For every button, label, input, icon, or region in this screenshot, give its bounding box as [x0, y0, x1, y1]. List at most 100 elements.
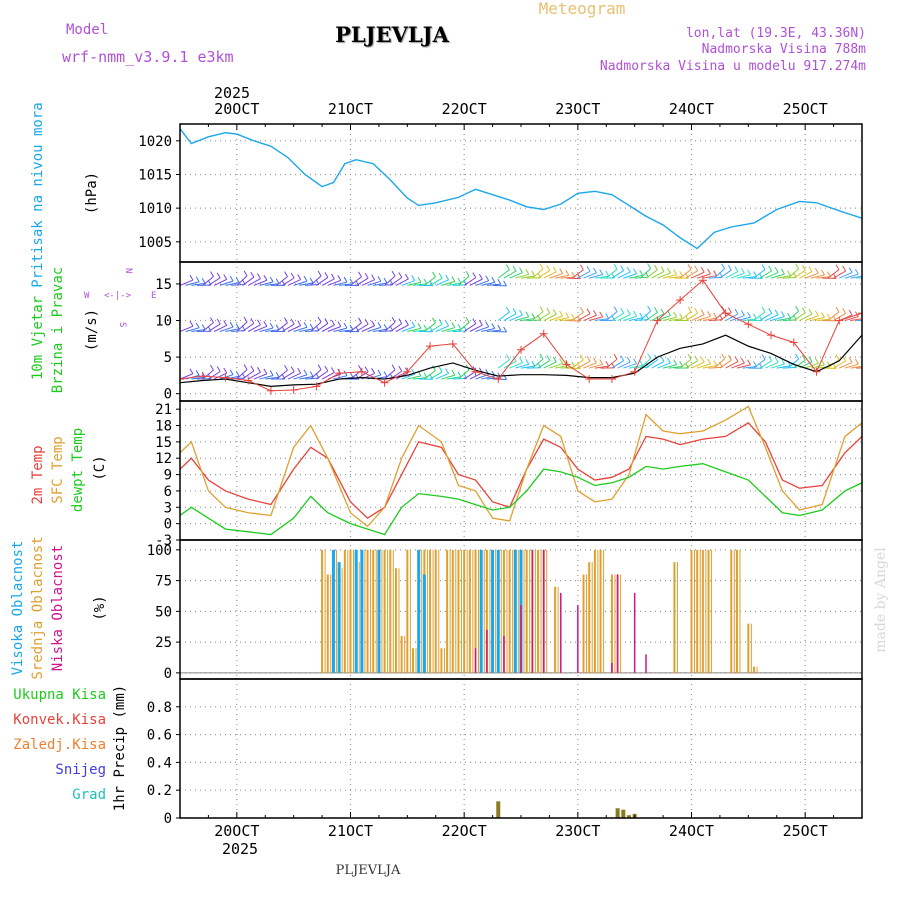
wind-barb	[634, 276, 649, 279]
wind-barb-flag	[284, 317, 288, 323]
temp2m-line	[180, 421, 862, 520]
wind-barb	[787, 310, 799, 321]
wind-barb	[231, 329, 246, 332]
wind-barb-flag	[417, 276, 422, 283]
wind-barb	[202, 369, 214, 380]
wind-barb-flag	[506, 264, 510, 270]
wind-barb-flag	[801, 307, 806, 313]
wind-barb	[384, 321, 396, 332]
wind-barb	[753, 311, 766, 321]
wind-barb	[180, 325, 194, 332]
wind-barb	[412, 377, 427, 380]
wind-barb-flag	[727, 264, 732, 271]
wind-barb-flag	[660, 308, 665, 315]
wind-barb-flag	[235, 277, 240, 283]
wind-barb-flag	[457, 323, 462, 330]
top-tick-24OCT: 24OCT	[669, 100, 714, 118]
wind-barb-flag	[599, 359, 604, 365]
wind-barb	[640, 358, 651, 369]
top-tick-25OCT: 25OCT	[783, 100, 828, 118]
wind-barb-flag	[257, 319, 261, 326]
wind-barb-flag	[740, 310, 745, 316]
wind-barb-flag	[519, 357, 523, 363]
wind-barb	[299, 375, 314, 380]
wind-barb-flag	[539, 263, 544, 270]
wind-barb-flag	[263, 321, 268, 327]
wind-barb	[691, 361, 705, 369]
wind-barb	[611, 270, 625, 279]
wind-barb-flag	[605, 360, 610, 367]
temperature-frame	[179, 400, 863, 541]
wind-barb-flag	[842, 265, 847, 272]
wind-barb	[617, 314, 631, 321]
wind-barb-flag	[512, 308, 517, 314]
wind-barb-flag	[432, 365, 436, 371]
cloud-yticks: 0 25 50 75 100	[147, 543, 180, 682]
pressure-marks	[180, 128, 862, 250]
wind-barb-flag	[599, 269, 604, 275]
wind-barb	[543, 271, 557, 279]
wind-barb	[657, 272, 671, 279]
wind-barb-flag	[854, 311, 859, 317]
precip-side-label: Ukupna Kisa Konvek.Kisa Zaledj.Kisa Snij…	[13, 685, 128, 811]
wind-barb-flag	[842, 308, 847, 314]
wind-barb	[753, 269, 766, 279]
wind-barb-flag	[337, 321, 342, 327]
wind-barb	[628, 364, 643, 369]
wind-barb	[668, 365, 683, 369]
wind-barb-flag	[201, 278, 206, 284]
wind-barb	[697, 315, 711, 322]
bottom-tick-21OCT: 21OCT	[328, 822, 373, 840]
wind-barb	[265, 329, 280, 332]
wind-barb-flag	[808, 356, 813, 362]
wind-barb-flag	[432, 271, 436, 278]
wind-barb-flag	[577, 315, 581, 322]
wind-barb-flag	[559, 268, 564, 274]
wind-barb	[441, 327, 456, 332]
wind-barb	[333, 281, 348, 286]
pressure-side-label: Pritisak na nivou mora (hPa)	[30, 102, 100, 287]
wind-barb	[577, 270, 591, 279]
wind-barb	[390, 323, 403, 332]
ytick-label: 9	[164, 468, 172, 484]
wind-barb-flag	[243, 316, 248, 323]
wind-barb	[384, 369, 396, 380]
wind-barb-flag	[653, 264, 658, 271]
wind-barb	[213, 278, 227, 286]
wind-barb	[725, 313, 739, 321]
wind-barb-flag	[633, 268, 638, 274]
wind-barb	[384, 275, 396, 286]
wind-barb	[605, 311, 618, 321]
wind-barb-flag	[290, 366, 295, 372]
wind-barb	[833, 270, 846, 279]
wind-barb	[628, 317, 643, 322]
cloud-side-label: Visoka Oblacnost Srednja Oblacnost Niska…	[10, 536, 108, 679]
wind-barb-flag	[195, 322, 200, 329]
wind-barb	[259, 375, 274, 380]
wind-barb-flag	[821, 269, 825, 276]
wind-barb-flag	[727, 307, 732, 313]
wind-barb	[497, 311, 510, 321]
wind-barb-flag	[404, 319, 409, 326]
wind-barb-flag	[593, 267, 597, 274]
wind-barb-flag	[721, 353, 726, 359]
wind-barb	[816, 276, 831, 279]
wind-barb-flag	[210, 364, 214, 371]
wind-barb-flag	[835, 354, 840, 360]
wind-barb	[424, 322, 436, 332]
wind-barb-flag	[229, 369, 234, 375]
temp2m-title: 2m Temp	[30, 445, 46, 504]
wind-barb	[367, 326, 382, 332]
wind-barb-flag	[309, 371, 314, 377]
wind-barb	[799, 271, 813, 279]
wind-barb-flag	[391, 364, 396, 371]
wind-barb-flag	[503, 326, 508, 333]
wind-barb-flag	[485, 321, 490, 328]
wind-barb-flag	[423, 372, 428, 378]
wind-barb-flag	[525, 311, 530, 317]
wind-barb-flag	[814, 358, 819, 364]
wind-barb-flag	[848, 309, 853, 316]
wind-barb-flag	[223, 320, 228, 326]
wind-barb-flag	[577, 273, 581, 279]
